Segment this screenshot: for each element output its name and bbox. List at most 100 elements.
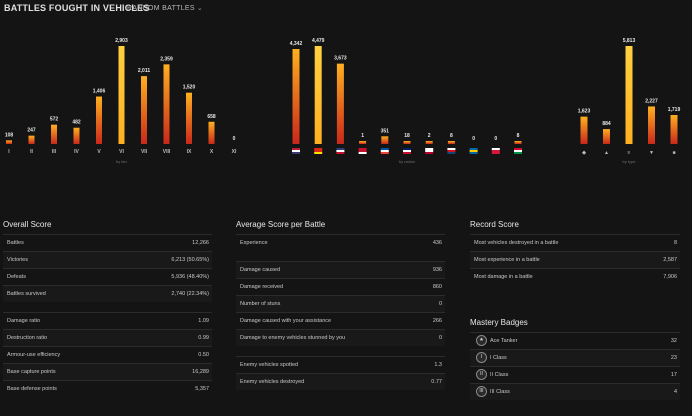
average-row-label: Enemy vehicles spotted xyxy=(240,362,299,368)
overall-row-value: 16,289 xyxy=(192,369,209,375)
overall-row-value: 0.99 xyxy=(198,335,209,341)
average-row-label: Damage received xyxy=(240,284,284,290)
bar-value-label: 4,479 xyxy=(312,38,325,44)
average-row-value: 0.77 xyxy=(431,379,442,385)
record-row: Most vehicles destroyed in a battle 8 xyxy=(470,234,680,251)
page-header: Battles Fought in Vehicles Random Battle… xyxy=(0,0,692,18)
tier-tick-label: VII xyxy=(141,149,148,155)
record-row-label: Most vehicles destroyed in a battle xyxy=(474,240,559,246)
bar-value-label: 0 xyxy=(233,136,236,142)
tier-tick-label: VI xyxy=(119,149,124,155)
chevron-down-icon: ⌄ xyxy=(196,5,204,12)
mastery-row: III III Class 4 xyxy=(470,383,680,400)
bar xyxy=(514,141,522,144)
bar-value-label: 1,623 xyxy=(578,109,591,115)
overall-row: Damage ratio 1.09 xyxy=(3,312,212,329)
overall-score-section: Overall Score Battles 12,266 Victories 6,21… xyxy=(3,216,212,397)
average-row: Enemy vehicles spotted 1.3 xyxy=(236,356,445,373)
mastery-row-value: 17 xyxy=(670,372,677,378)
poland-flag-icon xyxy=(491,148,500,154)
mastery-row-value: 32 xyxy=(670,338,677,344)
tier-tick-label: X xyxy=(210,149,214,155)
overall-row-value: 6,213 (50.65%) xyxy=(171,257,209,263)
average-row-label: Enemy vehicles destroyed xyxy=(240,379,305,385)
bar xyxy=(648,106,655,144)
average-row-value: 0 xyxy=(438,335,442,341)
average-row-value: 1.3 xyxy=(434,362,442,368)
average-score-title: Average Score per Battle xyxy=(236,220,326,229)
bar xyxy=(314,46,322,144)
mastery-row-value: 4 xyxy=(673,389,677,395)
overall-row-value: 5,357 xyxy=(195,386,209,392)
bar xyxy=(447,141,455,144)
record-row: Most damage in a battle 7,906 xyxy=(470,268,680,285)
average-score-section: Average Score per Battle Experience 436 Da… xyxy=(236,216,445,390)
italy-flag-icon xyxy=(514,148,522,154)
bar xyxy=(580,116,588,144)
bar xyxy=(6,140,12,144)
record-row-value: 8 xyxy=(673,240,677,246)
overall-row-label: Victories xyxy=(7,257,28,263)
average-row-label: Damage caused xyxy=(240,267,281,273)
overall-row: Battles survived 2,740 (22.34%) xyxy=(3,285,212,302)
overall-row: Base capture points 16,289 xyxy=(3,363,212,380)
britain-flag-icon xyxy=(403,148,411,154)
bar xyxy=(28,135,35,144)
overall-row-label: Defeats xyxy=(7,274,26,280)
overall-row: Destruction ratio 0.99 xyxy=(3,329,212,346)
bar-value-label: 5,813 xyxy=(623,38,636,44)
record-score-section: Record Score Most vehicles destroyed in … xyxy=(470,216,680,285)
average-row-value: 0 xyxy=(438,301,442,307)
tier-tick-label: VIII xyxy=(163,149,171,155)
ace-badge-icon: ★ xyxy=(476,335,487,347)
bar xyxy=(292,48,300,144)
mastery-row: II II Class 17 xyxy=(470,366,680,383)
chart-axis-label: by tier xyxy=(116,159,128,164)
bar-value-label: 0 xyxy=(494,136,497,142)
overall-row-value: 0.50 xyxy=(198,352,209,358)
mastery-badges-section: Mastery Badges ★ Ace Tanker 32 I I Class 23 II… xyxy=(470,314,680,400)
mastery-row-label: I Class xyxy=(490,355,507,361)
bar-value-label: 8 xyxy=(450,133,453,139)
overall-row-label: Destruction ratio xyxy=(7,335,48,341)
average-row-label: Experience xyxy=(240,240,268,246)
average-row: Experience 436 xyxy=(236,234,445,251)
average-row-value: 936 xyxy=(432,267,442,273)
class-3-badge-icon: III xyxy=(476,386,487,398)
average-row: Number of stuns 0 xyxy=(236,295,445,312)
bar-value-label: 572 xyxy=(50,117,59,123)
mastery-row-label: III Class xyxy=(490,389,510,395)
bar-value-label: 1,719 xyxy=(668,107,681,113)
bar-value-label: 4,342 xyxy=(290,41,303,47)
overall-row-value: 2,740 (22.34%) xyxy=(171,291,209,297)
average-row: Enemy vehicles destroyed 0.77 xyxy=(236,373,445,390)
bar xyxy=(670,115,678,144)
battle-mode-dropdown[interactable]: Random Battles ⌄ xyxy=(127,4,203,12)
chart-1: 4,342 4,479 3,673 1 351 18 2 8 0 0 8 by nation xyxy=(290,38,522,164)
japan-flag-icon xyxy=(425,148,434,154)
record-row-value: 7,906 xyxy=(663,274,677,280)
bar xyxy=(336,63,344,144)
mastery-row-label: II Class xyxy=(490,372,509,378)
battle-mode-label: Random Battles xyxy=(127,5,195,12)
bar-value-label: 2,227 xyxy=(645,98,658,104)
bar xyxy=(96,96,102,144)
bar xyxy=(73,127,80,144)
average-row-value: 436 xyxy=(432,240,442,246)
bar-value-label: 884 xyxy=(602,121,611,127)
bar-value-label: 0 xyxy=(472,136,475,142)
overall-row-label: Base defense points xyxy=(7,386,57,392)
bar xyxy=(359,141,367,144)
bar-value-label: 2,903 xyxy=(115,38,128,44)
tier-tick-label: IV xyxy=(74,149,79,155)
czech-flag-icon xyxy=(447,148,456,154)
bar-value-label: 482 xyxy=(72,120,81,126)
chart-axis-label: by nation xyxy=(399,159,415,164)
sweden-flag-icon xyxy=(469,148,478,154)
record-score-title: Record Score xyxy=(470,220,519,229)
average-row: Damage received 860 xyxy=(236,278,445,295)
record-row: Most experience in a battle 2,587 xyxy=(470,251,680,268)
overall-row: Battles 12,266 xyxy=(3,234,212,251)
vehicle-battles-charts: 108I247II572III482IV1,406V2,903VI2,011VI… xyxy=(5,38,681,164)
page-title: Battles Fought in Vehicles xyxy=(4,3,150,13)
